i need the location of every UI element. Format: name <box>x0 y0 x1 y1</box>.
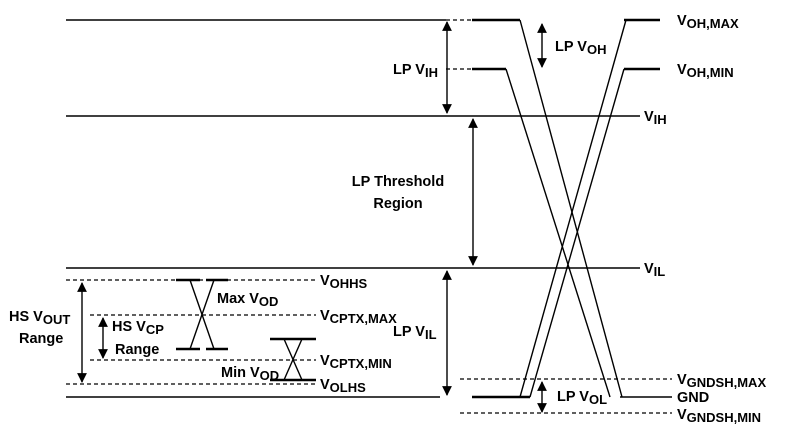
label-voh-min: VOH,MIN <box>677 62 734 80</box>
label-max-vod: Max VOD <box>217 291 278 309</box>
label-lp-vol: LP VOL <box>557 389 607 407</box>
label-lp-vil: LP VIL <box>393 324 437 342</box>
transition-rising-1 <box>519 19 627 398</box>
label-lp-vih: LP VIH <box>393 62 438 80</box>
label-hs-vout-line1: HS VOUT <box>9 309 70 327</box>
transition-rising-2 <box>529 68 625 398</box>
label-vohhs: VOHHS <box>320 273 368 291</box>
label-vgndsh-min: VGNDSH,MIN <box>677 407 761 425</box>
label-vcptx-max: VCPTX,MAX <box>320 308 397 326</box>
min-vod-eye <box>270 337 316 382</box>
transition-falling-2 <box>505 68 611 398</box>
label-min-vod: Min VOD <box>221 365 279 383</box>
label-lp-threshold-line2: Region <box>373 196 422 212</box>
label-vcptx-min: VCPTX,MIN <box>320 353 392 371</box>
label-vgndsh-max: VGNDSH,MAX <box>677 372 766 390</box>
label-gnd: GND <box>677 390 709 406</box>
label-voh-max: VOH,MAX <box>677 13 739 31</box>
label-volhs: VOLHS <box>320 377 366 395</box>
label-hs-vcp-line1: HS VCP <box>112 319 164 337</box>
transition-falling-1 <box>519 19 623 398</box>
label-vih: VIH <box>644 109 667 127</box>
max-vod-eye <box>176 278 228 351</box>
label-hs-vout-line2: Range <box>19 331 63 347</box>
label-lp-threshold-line1: LP Threshold <box>352 174 444 190</box>
label-hs-vcp-line2: Range <box>115 342 159 358</box>
label-lp-voh: LP VOH <box>555 39 606 57</box>
label-vil: VIL <box>644 261 665 279</box>
